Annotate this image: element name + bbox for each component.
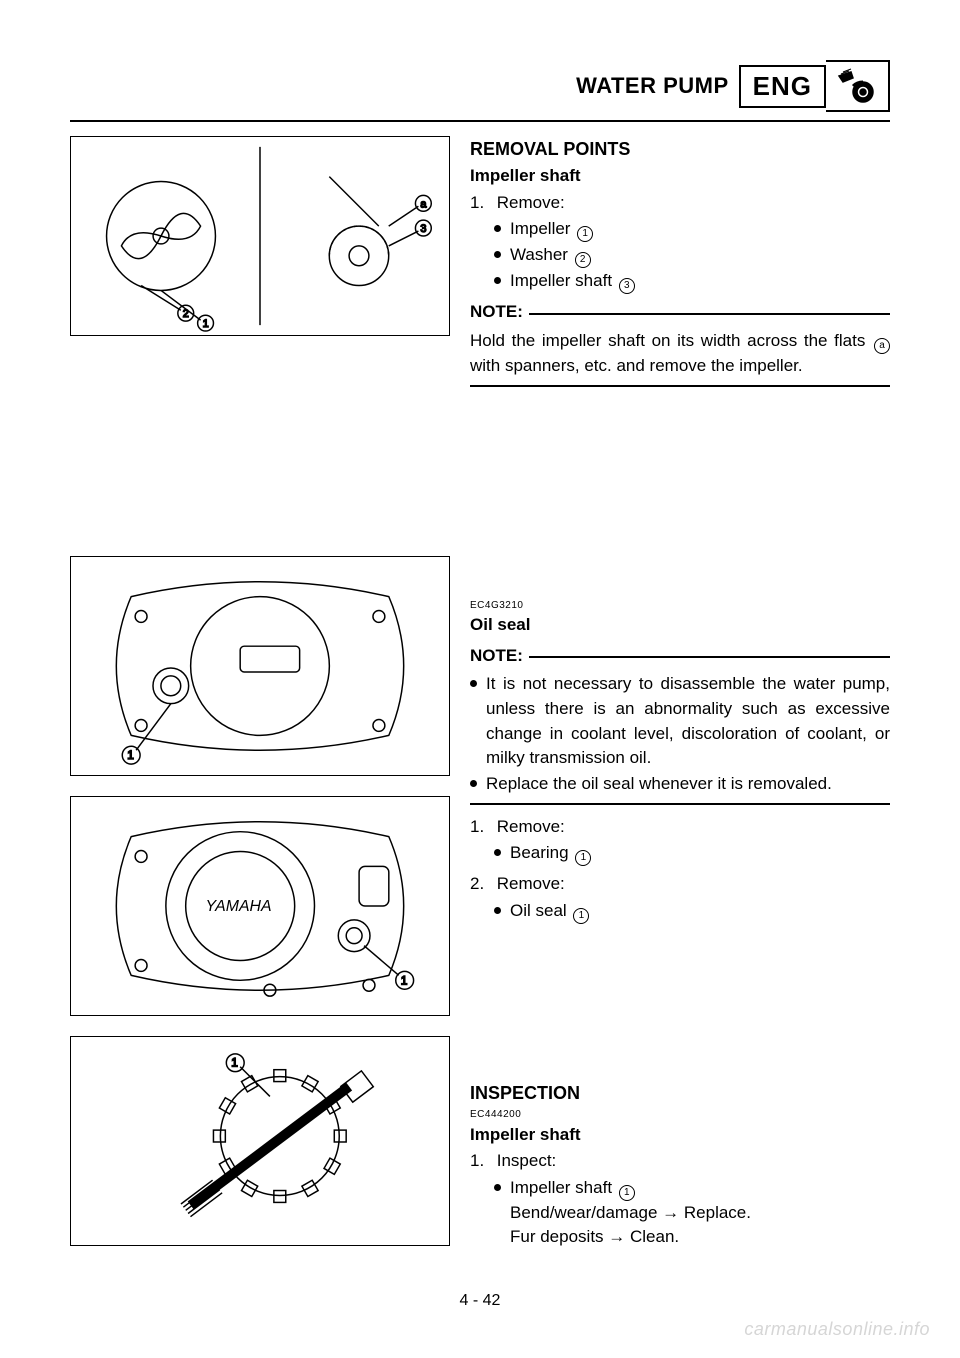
step-number: 1. bbox=[470, 815, 492, 840]
spacer bbox=[470, 930, 890, 1080]
eng-badge: ENG bbox=[739, 65, 826, 108]
step-number: 1. bbox=[470, 1149, 492, 1174]
header-rule bbox=[70, 120, 890, 122]
note-header: NOTE: bbox=[470, 300, 890, 325]
step-label: Remove: bbox=[497, 817, 565, 836]
engine-icon bbox=[826, 60, 890, 112]
oil-seal-notes: It is not necessary to disassemble the w… bbox=[470, 672, 890, 796]
note-end-rule bbox=[470, 385, 890, 387]
content-columns: 1 2 3 a bbox=[70, 136, 890, 1266]
note-label: NOTE: bbox=[470, 644, 523, 669]
chapter-title: WATER PUMP bbox=[576, 73, 728, 99]
svg-text:1: 1 bbox=[127, 748, 134, 762]
callout-ref: 1 bbox=[577, 226, 593, 242]
inspection-heading: INSPECTION bbox=[470, 1080, 890, 1106]
svg-text:2: 2 bbox=[183, 308, 189, 320]
figure-crankcase-cover-outside: YAMAHA 1 bbox=[70, 796, 450, 1016]
oil-seal-heading: Oil seal bbox=[470, 613, 890, 638]
ec-code: EC4G3210 bbox=[470, 599, 890, 614]
step-remove-oilseal: 2. Remove: bbox=[470, 872, 890, 897]
list-item: Washer 2 bbox=[494, 243, 890, 268]
arrow-icon: → bbox=[662, 1203, 679, 1222]
inspection-sub-heading: Impeller shaft bbox=[470, 1123, 890, 1148]
note-header: NOTE: bbox=[470, 644, 890, 669]
removal-points-heading: REMOVAL POINTS bbox=[470, 136, 890, 162]
callout-ref: 3 bbox=[619, 278, 635, 294]
remove-list: Impeller 1 Washer 2 Impeller shaft 3 bbox=[470, 217, 890, 294]
note-body: Hold the impeller shaft on its width acr… bbox=[470, 329, 890, 379]
bearing-list: Bearing 1 bbox=[470, 841, 890, 866]
svg-text:1: 1 bbox=[401, 973, 408, 987]
list-item: It is not necessary to disassemble the w… bbox=[470, 672, 890, 771]
callout-ref: 1 bbox=[575, 850, 591, 866]
text-column: REMOVAL POINTS Impeller shaft 1. Remove:… bbox=[470, 136, 890, 1266]
note-end-rule bbox=[470, 803, 890, 805]
note-label: NOTE: bbox=[470, 300, 523, 325]
spacer bbox=[470, 397, 890, 597]
inspect-list: Impeller shaft 1 Bend/wear/damage → Repl… bbox=[470, 1176, 890, 1250]
arrow-icon: → bbox=[608, 1227, 625, 1246]
figures-column: 1 2 3 a bbox=[70, 136, 450, 1266]
step-label: Inspect: bbox=[497, 1151, 557, 1170]
impeller-shaft-heading: Impeller shaft bbox=[470, 164, 890, 189]
page-header: WATER PUMP ENG bbox=[70, 60, 890, 112]
step-label: Remove: bbox=[497, 193, 565, 212]
list-item: Bearing 1 bbox=[494, 841, 890, 866]
figure-impeller-shaft: 1 bbox=[70, 1036, 450, 1246]
note-rule bbox=[529, 313, 890, 315]
list-item: Replace the oil seal whenever it is remo… bbox=[470, 772, 890, 797]
ec-code: EC444200 bbox=[470, 1108, 890, 1123]
svg-text:1: 1 bbox=[203, 318, 209, 330]
figure-crankcase-cover-inside: 1 bbox=[70, 556, 450, 776]
list-item: Impeller shaft 3 bbox=[494, 269, 890, 294]
page-number: 4 - 42 bbox=[0, 1292, 960, 1310]
step-number: 1. bbox=[470, 191, 492, 216]
list-item: Impeller 1 bbox=[494, 217, 890, 242]
svg-text:YAMAHA: YAMAHA bbox=[206, 898, 272, 915]
list-item: Impeller shaft 1 Bend/wear/damage → Repl… bbox=[494, 1176, 890, 1250]
callout-ref: a bbox=[874, 338, 890, 354]
spacer bbox=[70, 356, 450, 556]
svg-text:1: 1 bbox=[231, 1056, 238, 1070]
watermark: carmanualsonline.info bbox=[744, 1319, 930, 1340]
step-remove-bearing: 1. Remove: bbox=[470, 815, 890, 840]
callout-ref: 1 bbox=[619, 1185, 635, 1201]
step-remove: 1. Remove: bbox=[470, 191, 890, 216]
list-item: Oil seal 1 bbox=[494, 899, 890, 924]
svg-text:a: a bbox=[420, 198, 427, 210]
svg-text:3: 3 bbox=[420, 223, 426, 235]
figure-impeller-removal: 1 2 3 a bbox=[70, 136, 450, 336]
step-label: Remove: bbox=[497, 874, 565, 893]
oilseal-list: Oil seal 1 bbox=[470, 899, 890, 924]
callout-ref: 2 bbox=[575, 252, 591, 268]
step-number: 2. bbox=[470, 872, 492, 897]
page: WATER PUMP ENG bbox=[0, 0, 960, 1358]
note-rule bbox=[529, 656, 890, 658]
callout-ref: 1 bbox=[573, 908, 589, 924]
step-inspect: 1. Inspect: bbox=[470, 1149, 890, 1174]
